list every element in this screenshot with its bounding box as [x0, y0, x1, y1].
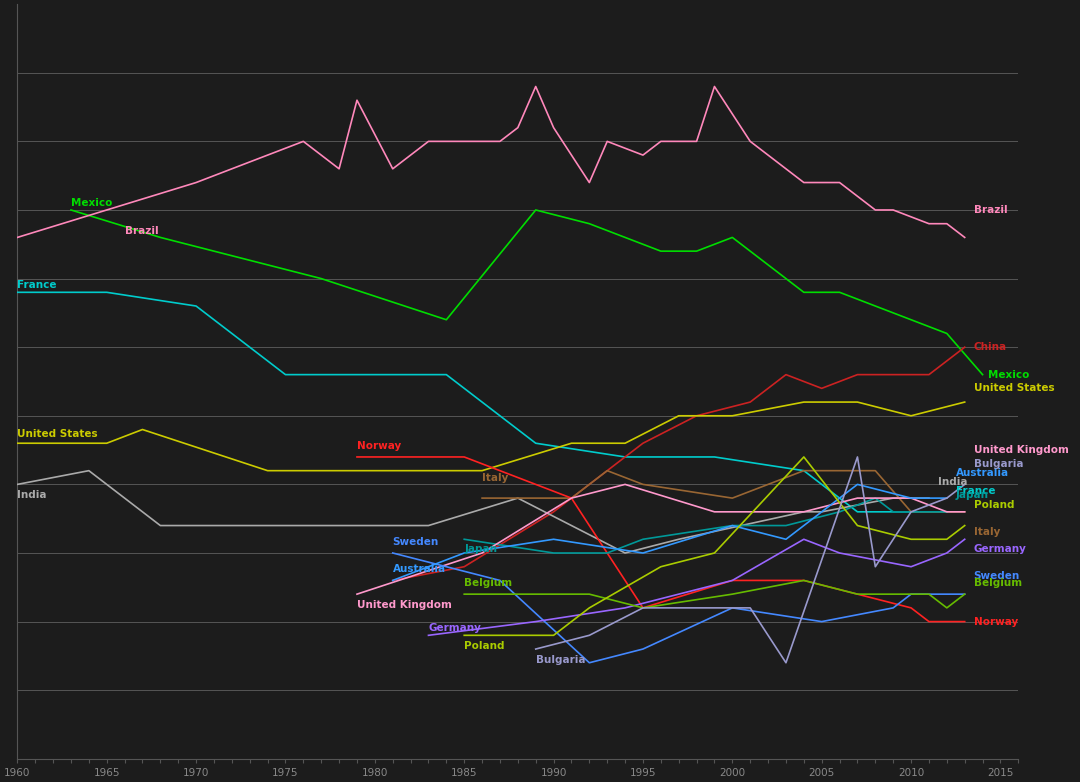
Text: Bulgaria: Bulgaria	[536, 655, 585, 665]
Text: Brazil: Brazil	[974, 205, 1008, 215]
Text: United Kingdom: United Kingdom	[974, 445, 1068, 455]
Text: Belgium: Belgium	[974, 578, 1022, 588]
Text: France: France	[17, 281, 57, 290]
Text: Sweden: Sweden	[974, 572, 1020, 581]
Text: China: China	[974, 343, 1007, 352]
Text: Belgium: Belgium	[464, 578, 512, 588]
Text: Brazil: Brazil	[124, 225, 159, 235]
Text: Poland: Poland	[464, 641, 504, 651]
Text: Japan: Japan	[464, 543, 497, 554]
Text: Norway: Norway	[974, 616, 1017, 626]
Text: Poland: Poland	[974, 500, 1014, 510]
Text: France: France	[956, 486, 996, 497]
Text: Italy: Italy	[482, 472, 509, 482]
Text: Sweden: Sweden	[393, 537, 438, 547]
Text: Italy: Italy	[974, 527, 1000, 537]
Text: United Kingdom: United Kingdom	[357, 600, 451, 610]
Text: United States: United States	[17, 429, 98, 439]
Text: United States: United States	[974, 383, 1054, 393]
Text: Japan: Japan	[956, 490, 989, 500]
Text: Germany: Germany	[429, 623, 482, 633]
Text: Australia: Australia	[956, 468, 1009, 479]
Text: India: India	[17, 490, 46, 500]
Text: Norway: Norway	[357, 441, 401, 451]
Text: Bulgaria: Bulgaria	[974, 459, 1023, 469]
Text: Australia: Australia	[393, 565, 446, 575]
Text: Mexico: Mexico	[71, 198, 112, 208]
Text: Germany: Germany	[974, 543, 1026, 554]
Text: Mexico: Mexico	[988, 370, 1029, 379]
Text: India: India	[937, 477, 968, 486]
